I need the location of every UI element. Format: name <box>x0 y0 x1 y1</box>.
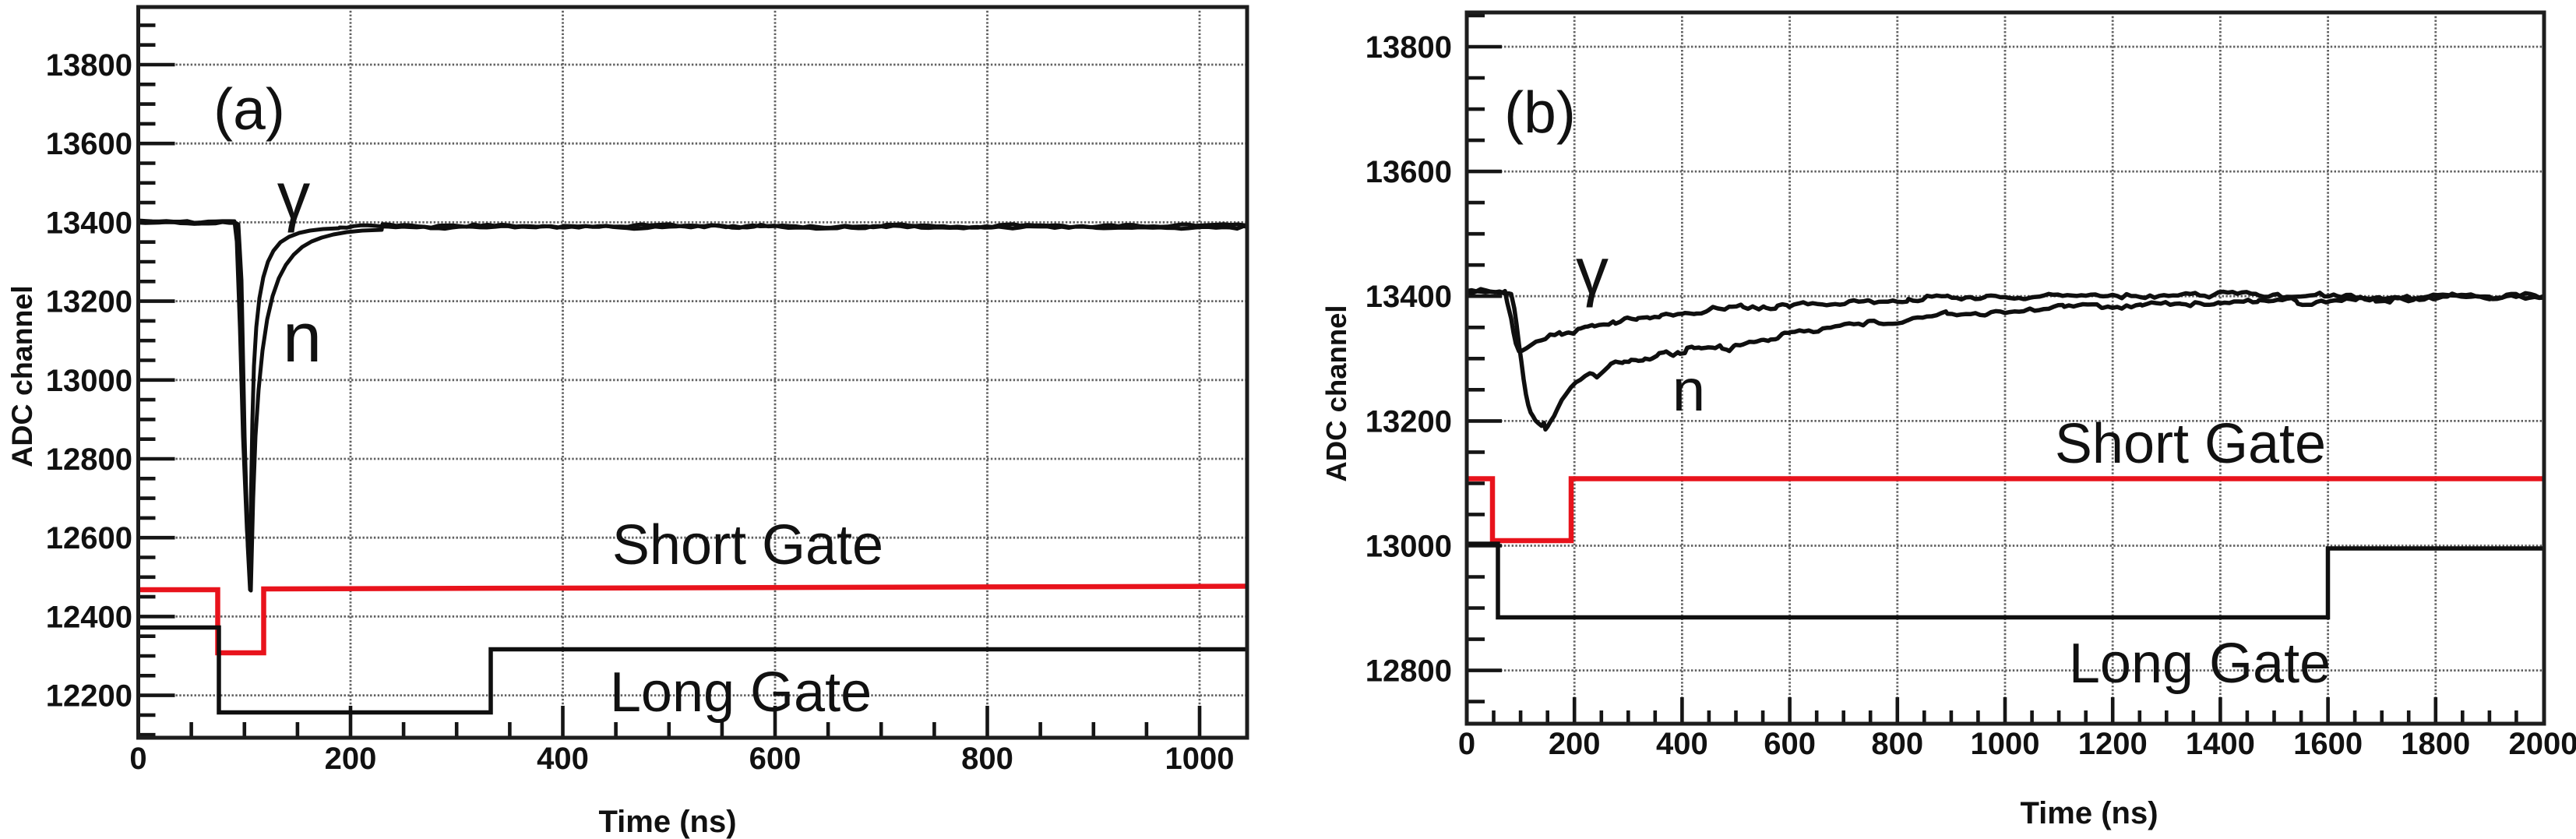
svg-text:600: 600 <box>1764 727 1816 761</box>
svg-text:400: 400 <box>537 742 589 776</box>
svg-text:0: 0 <box>1458 727 1475 761</box>
svg-text:13800: 13800 <box>46 48 132 83</box>
svg-text:1600: 1600 <box>2293 727 2363 761</box>
svg-text:12200: 12200 <box>46 679 132 714</box>
svg-text:Short Gate: Short Gate <box>2055 413 2326 475</box>
svg-text:Long Gate: Long Gate <box>610 661 872 724</box>
svg-text:600: 600 <box>749 742 802 776</box>
svg-text:800: 800 <box>1871 727 1923 761</box>
svg-text:13600: 13600 <box>1366 155 1452 189</box>
svg-text:13600: 13600 <box>46 127 132 161</box>
svg-text:200: 200 <box>1549 727 1601 761</box>
svg-text:13400: 13400 <box>1366 280 1452 314</box>
svg-text:(a): (a) <box>213 76 285 142</box>
svg-text:12400: 12400 <box>46 600 132 634</box>
svg-text:13800: 13800 <box>1366 30 1452 65</box>
svg-text:Long Gate: Long Gate <box>2069 633 2331 695</box>
svg-text:12800: 12800 <box>1366 654 1452 689</box>
svg-text:ADC channel: ADC channel <box>1320 305 1352 481</box>
svg-text:0: 0 <box>129 742 146 776</box>
svg-text:n: n <box>1672 358 1705 424</box>
svg-text:Short Gate: Short Gate <box>612 514 883 576</box>
svg-text:400: 400 <box>1656 727 1708 761</box>
svg-text:Time (ns): Time (ns) <box>598 805 736 839</box>
svg-text:800: 800 <box>961 742 1013 776</box>
svg-text:(b): (b) <box>1504 79 1576 145</box>
svg-text:2000: 2000 <box>2509 727 2576 761</box>
svg-text:ADC channel: ADC channel <box>5 285 38 467</box>
svg-text:1000: 1000 <box>1165 742 1235 776</box>
svg-text:1400: 1400 <box>2186 727 2255 761</box>
svg-text:Time (ns): Time (ns) <box>2020 796 2158 830</box>
svg-text:γ: γ <box>1576 234 1609 308</box>
svg-text:1000: 1000 <box>1971 727 2040 761</box>
svg-text:1800: 1800 <box>2401 727 2470 761</box>
svg-text:12800: 12800 <box>46 442 132 477</box>
svg-text:12600: 12600 <box>46 521 132 555</box>
svg-text:13200: 13200 <box>1366 404 1452 439</box>
svg-text:13000: 13000 <box>1366 530 1452 564</box>
svg-text:γ: γ <box>277 160 311 234</box>
svg-text:13000: 13000 <box>46 364 132 398</box>
svg-text:200: 200 <box>325 742 377 776</box>
svg-text:n: n <box>283 299 322 377</box>
svg-text:13400: 13400 <box>46 206 132 240</box>
svg-text:1200: 1200 <box>2078 727 2148 761</box>
svg-text:13200: 13200 <box>46 285 132 319</box>
